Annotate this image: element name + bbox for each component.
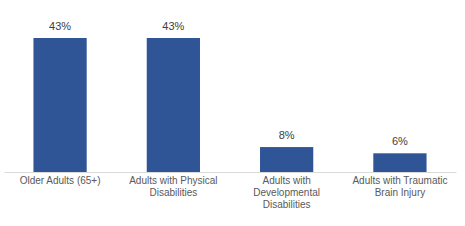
tick: Older Adults (65+) [20,175,101,186]
bar [147,38,200,172]
tick: Adults with TraumaticBrain Injury [352,175,447,198]
tick-label-line: Disabilities [263,199,311,210]
data-label: 43% [162,20,184,32]
chart: Older Adults (65+)Adults with PhysicalDi… [0,0,465,226]
tick-label: Adults with TraumaticBrain Injury [352,175,447,198]
tick: Adults with PhysicalDisabilities [129,175,217,198]
tick-label-line: Adults with Physical [129,175,217,186]
data-label: 43% [49,20,71,32]
tick: Adults withDevelopmentalDisabilities [253,175,320,210]
data-label: 8% [279,129,295,141]
data-label: 6% [392,135,408,147]
tick-label-line: Developmental [253,187,320,198]
tick-label-line: Older Adults (65+) [20,175,101,186]
bar [373,153,426,172]
bars [33,38,426,172]
tick-label: Adults withDevelopmentalDisabilities [253,175,320,210]
tick-label-line: Adults with [262,175,310,186]
x-axis-line [5,172,457,173]
tick-label-line: Adults with Traumatic [352,175,447,186]
bar [33,38,86,172]
tick-label-line: Disabilities [149,187,197,198]
tick-label: Adults with PhysicalDisabilities [129,175,217,198]
tick-label-line: Brain Injury [375,187,426,198]
tick-label: Older Adults (65+) [20,175,101,186]
bar [260,147,313,172]
plot: Older Adults (65+)Adults with PhysicalDi… [5,20,457,210]
x-axis: Older Adults (65+)Adults with PhysicalDi… [5,173,457,211]
data-labels: 43% 43% 8% 6% [49,20,408,147]
